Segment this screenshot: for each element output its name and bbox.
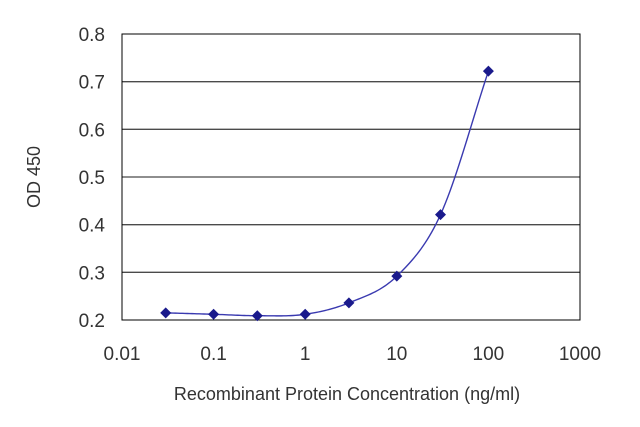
data-point bbox=[343, 297, 355, 309]
data-point bbox=[435, 209, 447, 221]
y-tick-label: 0.8 bbox=[79, 25, 105, 46]
data-points bbox=[160, 65, 494, 322]
data-point bbox=[482, 65, 494, 77]
data-point bbox=[299, 308, 311, 320]
fit-curve-layer bbox=[165, 70, 490, 317]
data-point bbox=[160, 307, 172, 319]
tick-labels: 0.2 0.3 0.4 0.5 0.6 0.7 0.8 0.01 0.1 1 10 100 1000 bbox=[79, 25, 602, 365]
y-tick-label: 0.2 bbox=[79, 311, 105, 332]
x-tick-label: 0.1 bbox=[200, 344, 226, 365]
x-tick-label: 100 bbox=[473, 344, 505, 365]
x-tick-label: 10 bbox=[386, 344, 407, 365]
y-tick-label: 0.3 bbox=[79, 263, 105, 284]
data-point bbox=[208, 308, 220, 320]
data-point bbox=[251, 310, 263, 322]
gridlines bbox=[122, 81, 580, 273]
x-axis-title: Recombinant Protein Concentration (ng/ml… bbox=[174, 384, 520, 404]
data-point bbox=[391, 270, 403, 282]
y-tick-label: 0.6 bbox=[79, 120, 105, 141]
x-tick-label: 1000 bbox=[559, 344, 601, 365]
x-tick-label: 0.01 bbox=[104, 344, 141, 365]
y-tick-label: 0.5 bbox=[79, 168, 105, 189]
y-tick-label: 0.4 bbox=[79, 216, 106, 237]
y-tick-label: 0.7 bbox=[79, 73, 105, 94]
fit-curve bbox=[165, 70, 490, 317]
y-axis-title: OD 450 bbox=[24, 146, 44, 208]
x-tick-label: 1 bbox=[300, 344, 311, 365]
plot-area-frame bbox=[121, 33, 581, 321]
